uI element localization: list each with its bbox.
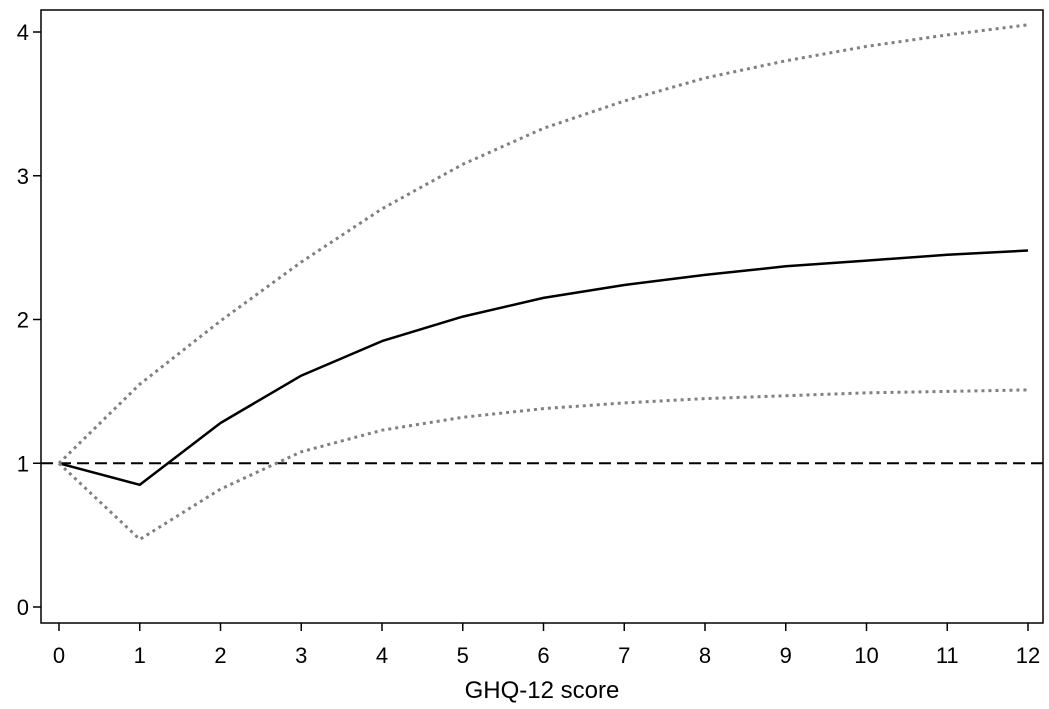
x-axis-title: GHQ-12 score <box>465 677 620 704</box>
x-tick-label: 12 <box>1016 643 1040 668</box>
y-tick-label: 3 <box>17 164 29 189</box>
y-tick-label: 0 <box>17 595 29 620</box>
x-tick-label: 11 <box>936 643 959 668</box>
x-tick-label: 1 <box>134 643 146 668</box>
plot-frame <box>40 9 1044 624</box>
x-tick-label: 9 <box>780 643 792 668</box>
x-tick-label: 2 <box>214 643 226 668</box>
x-tick-label: 3 <box>295 643 307 668</box>
x-axis: 0 1 2 3 4 5 6 7 8 9 10 11 12 <box>53 623 1040 668</box>
x-tick-label: 6 <box>537 643 549 668</box>
x-tick-label: 7 <box>618 643 630 668</box>
y-tick-label: 1 <box>17 451 29 476</box>
series-line-lower <box>57 388 1029 541</box>
y-tick-label: 2 <box>17 308 29 333</box>
series-layer <box>57 23 1029 541</box>
x-tick-label: 5 <box>457 643 469 668</box>
x-tick-label: 8 <box>699 643 711 668</box>
x-tick-label: 0 <box>53 643 65 668</box>
y-tick-label: 4 <box>17 20 29 45</box>
y-axis: 0 1 2 3 4 <box>17 20 41 620</box>
series-line-estimate <box>58 249 1029 487</box>
x-tick-label: 4 <box>376 643 388 668</box>
series-line-upper <box>57 23 1029 465</box>
x-tick-label: 10 <box>854 643 878 668</box>
